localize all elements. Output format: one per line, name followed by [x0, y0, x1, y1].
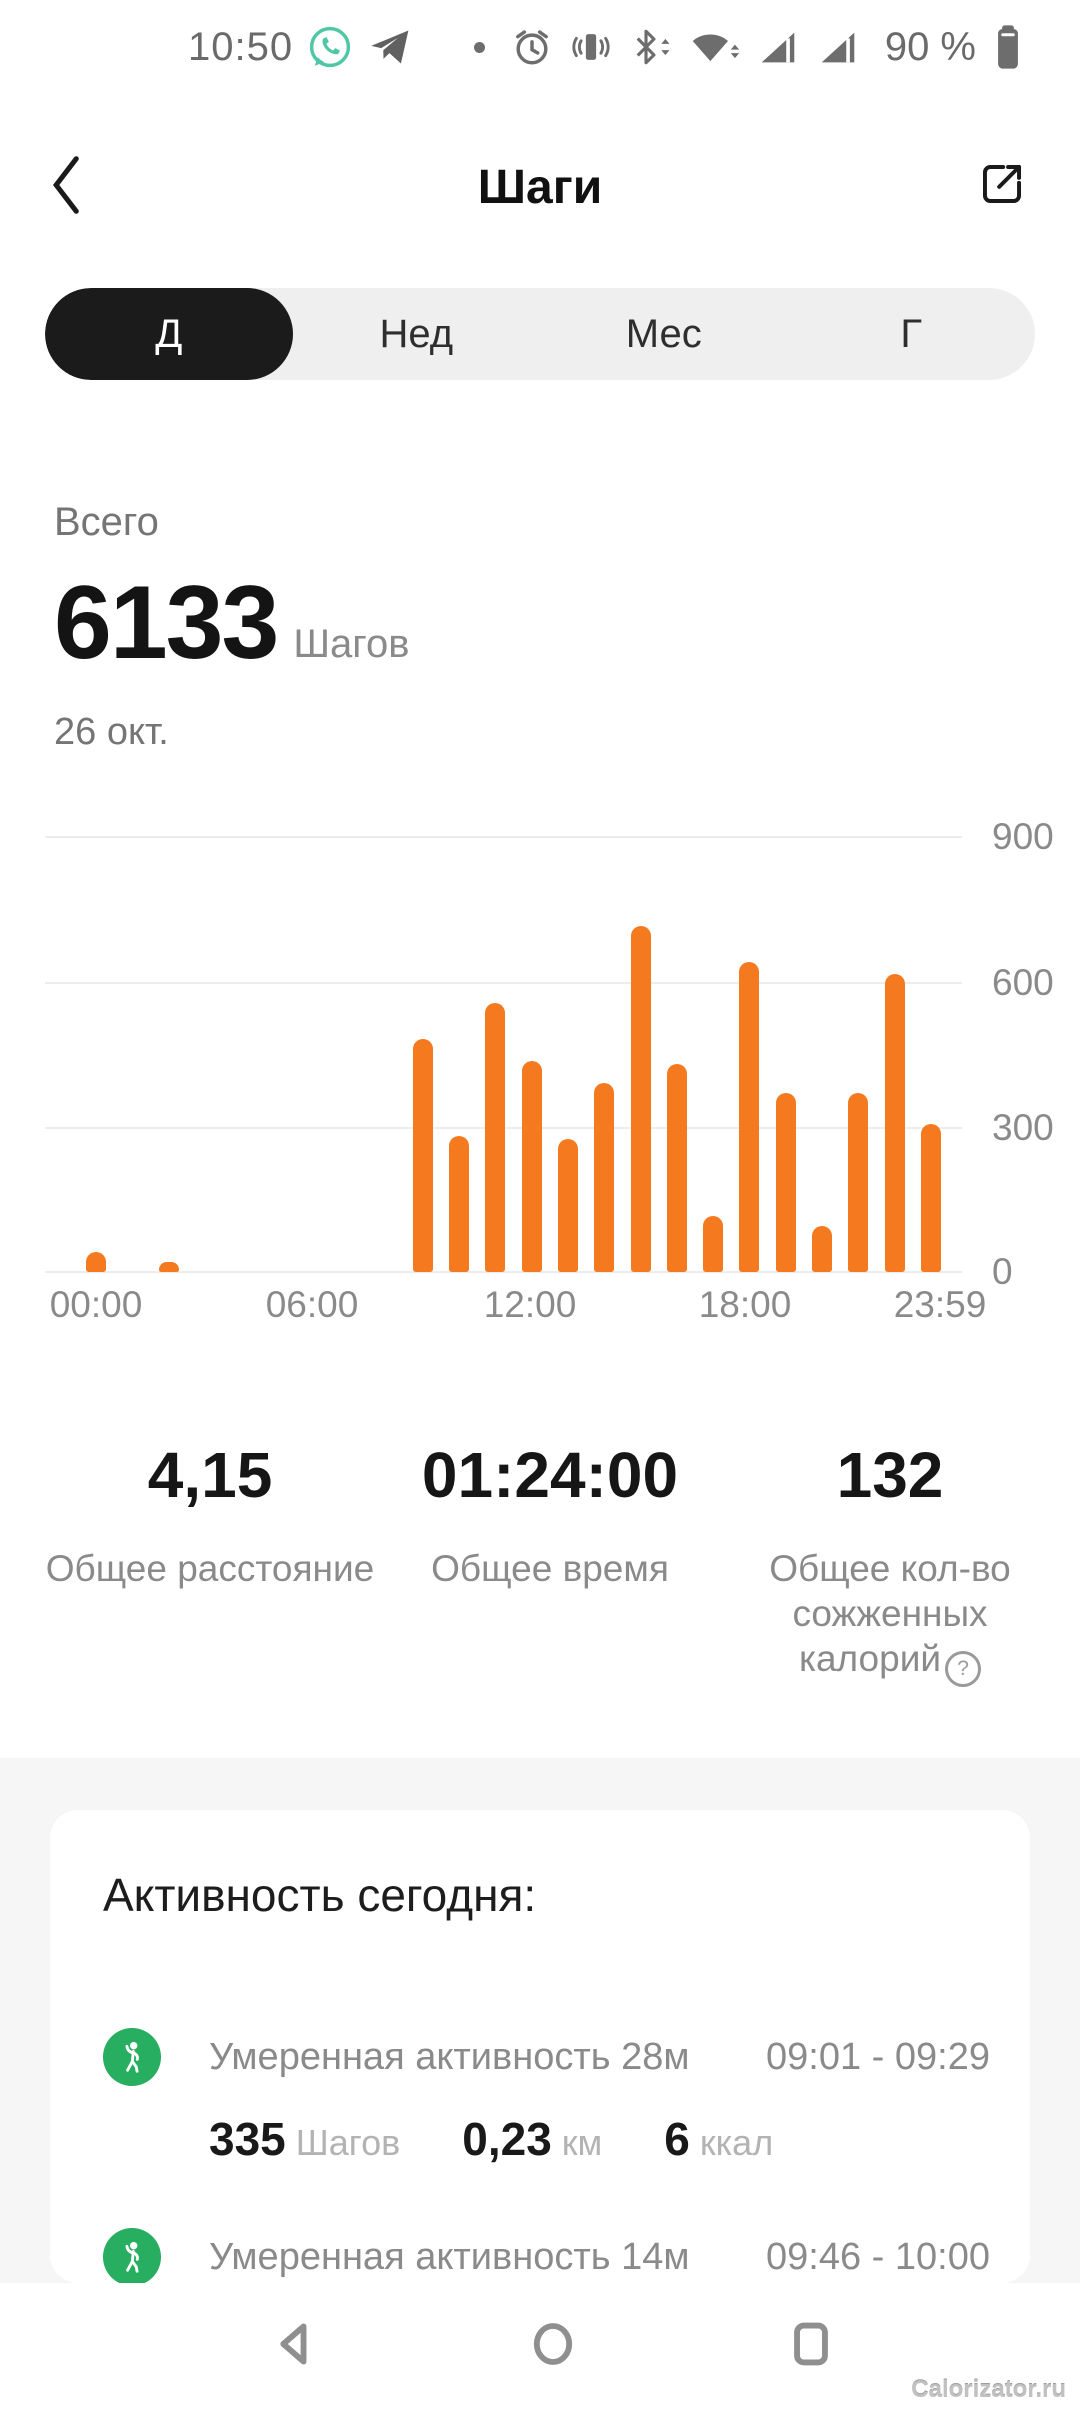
activity-row[interactable]: Умеренная активность 28м 09:01 - 09:29 3… — [103, 2028, 990, 2166]
walking-person-icon — [103, 2228, 161, 2283]
stat-distance: 4,15 Общее расстояние — [35, 1438, 385, 1591]
help-icon[interactable]: ? — [945, 1650, 982, 1687]
tab-year[interactable]: Г — [900, 311, 923, 356]
vibrate-icon — [569, 24, 613, 70]
activity-time-range: 09:01 - 09:29 — [766, 2035, 990, 2078]
watermark: Calorizator.ru — [911, 2376, 1066, 2403]
steps-total-value: 6133 — [54, 565, 279, 681]
share-button[interactable] — [974, 156, 1030, 212]
activity-name: Умеренная активность 28м — [209, 2035, 690, 2078]
calories-label-line3: калорий — [798, 1638, 942, 1679]
activity-steps-unit: Шагов — [295, 2122, 401, 2163]
back-button[interactable] — [48, 152, 92, 222]
notification-dot-icon — [473, 41, 485, 53]
chart-ytick-label: 900 — [992, 816, 1054, 857]
period-tabs: Д Нед Мес Г — [45, 288, 1035, 380]
chart-bar — [739, 962, 759, 1272]
chart-bar — [921, 1124, 941, 1272]
chart-bar — [848, 1093, 868, 1272]
nav-home-icon[interactable] — [526, 2315, 580, 2373]
battery-icon — [994, 23, 1022, 71]
stat-calories: 132 Общее кол-во сожженных калорий? — [725, 1438, 1055, 1687]
activity-calories-value: 6 — [664, 2113, 690, 2165]
chart-bar — [413, 1039, 433, 1272]
chart-bar — [522, 1061, 542, 1272]
whatsapp-icon — [307, 24, 353, 70]
activity-row[interactable]: Умеренная активность 14м 09:46 - 10:00 — [103, 2228, 990, 2283]
chevron-left-icon — [48, 153, 84, 222]
stat-time: 01:24:00 Общее время — [385, 1438, 715, 1591]
steps-total-unit: Шагов — [293, 622, 410, 666]
chart-xtick-label: 18:00 — [698, 1284, 792, 1325]
chart-gridline — [45, 1271, 962, 1273]
status-bar: 10:50 90 % — [0, 14, 1080, 80]
tab-week[interactable]: Нед — [379, 311, 454, 356]
calories-label: Общее кол-во сожженных калорий? — [725, 1546, 1055, 1687]
chart-ytick-label: 0 — [992, 1251, 1013, 1292]
bluetooth-icon — [627, 24, 675, 70]
calories-label-line3-wrap: калорий? — [725, 1636, 1055, 1687]
signal-icon — [755, 24, 801, 70]
chart-ytick-label: 300 — [992, 1107, 1054, 1148]
activity-calories-unit: ккал — [699, 2122, 774, 2163]
calories-label-line1: Общее кол-во — [769, 1548, 1011, 1589]
tab-day[interactable]: Д — [45, 288, 293, 380]
chart-xtick-label: 12:00 — [483, 1284, 577, 1325]
chart-bar — [558, 1139, 578, 1272]
telegram-icon — [367, 24, 413, 70]
activity-card: Активность сегодня: Умеренная активность… — [50, 1810, 1030, 2283]
wifi-icon — [689, 24, 741, 70]
walking-person-icon — [103, 2028, 161, 2086]
chart-bar — [594, 1083, 614, 1272]
chart-xtick-label: 00:00 — [49, 1284, 143, 1325]
calories-label-line2: сожженных — [792, 1593, 988, 1634]
chart-gridline — [45, 982, 962, 984]
activity-distance-value: 0,23 — [462, 2113, 552, 2165]
chart-bar — [776, 1093, 796, 1272]
clock-time: 10:50 — [188, 24, 294, 69]
android-nav-bar — [0, 2283, 1080, 2412]
activity-distance-unit: км — [561, 2122, 603, 2163]
chart-ytick-label: 600 — [992, 962, 1054, 1003]
tab-month[interactable]: Мес — [625, 311, 702, 356]
activity-name: Умеренная активность 14м — [209, 2235, 690, 2278]
time-label: Общее время — [431, 1548, 669, 1589]
nav-recents-icon[interactable] — [784, 2315, 838, 2373]
distance-label: Общее расстояние — [45, 1548, 375, 1589]
steps-bar-chart: 900 600 300 0 00:00 06:00 12:00 18:00 23:59 — [0, 806, 1080, 1346]
chart-gridline — [45, 836, 962, 838]
chart-bar — [86, 1252, 106, 1272]
distance-value: 4,15 — [147, 1439, 273, 1511]
chart-bar — [449, 1136, 469, 1272]
chart-bar — [667, 1064, 687, 1272]
chart-xtick-label: 06:00 — [265, 1284, 359, 1325]
chart-bar — [159, 1262, 179, 1272]
alarm-icon — [509, 24, 555, 70]
time-value: 01:24:00 — [421, 1439, 679, 1511]
chart-bar — [485, 1003, 505, 1272]
summary-date: 26 окт. — [54, 711, 169, 753]
chart-xtick-label: 23:59 — [893, 1284, 987, 1325]
page-title: Шаги — [477, 161, 603, 214]
battery-percent: 90 % — [884, 24, 976, 69]
share-icon — [974, 164, 1030, 216]
activity-steps-value: 335 — [209, 2113, 286, 2165]
chart-bar — [885, 974, 905, 1272]
header: Шаги — [0, 128, 1080, 248]
chart-bar — [703, 1216, 723, 1272]
signal-icon — [815, 24, 861, 70]
summary-block: Всего 6133 Шагов 26 окт. — [54, 500, 409, 754]
chart-bar — [812, 1226, 832, 1272]
activity-card-title: Активность сегодня: — [103, 1869, 537, 1921]
nav-back-icon[interactable] — [268, 2315, 322, 2373]
summary-caption: Всего — [54, 500, 159, 544]
calories-value: 132 — [836, 1439, 944, 1511]
chart-bar — [631, 926, 651, 1272]
activity-time-range: 09:46 - 10:00 — [766, 2235, 990, 2278]
